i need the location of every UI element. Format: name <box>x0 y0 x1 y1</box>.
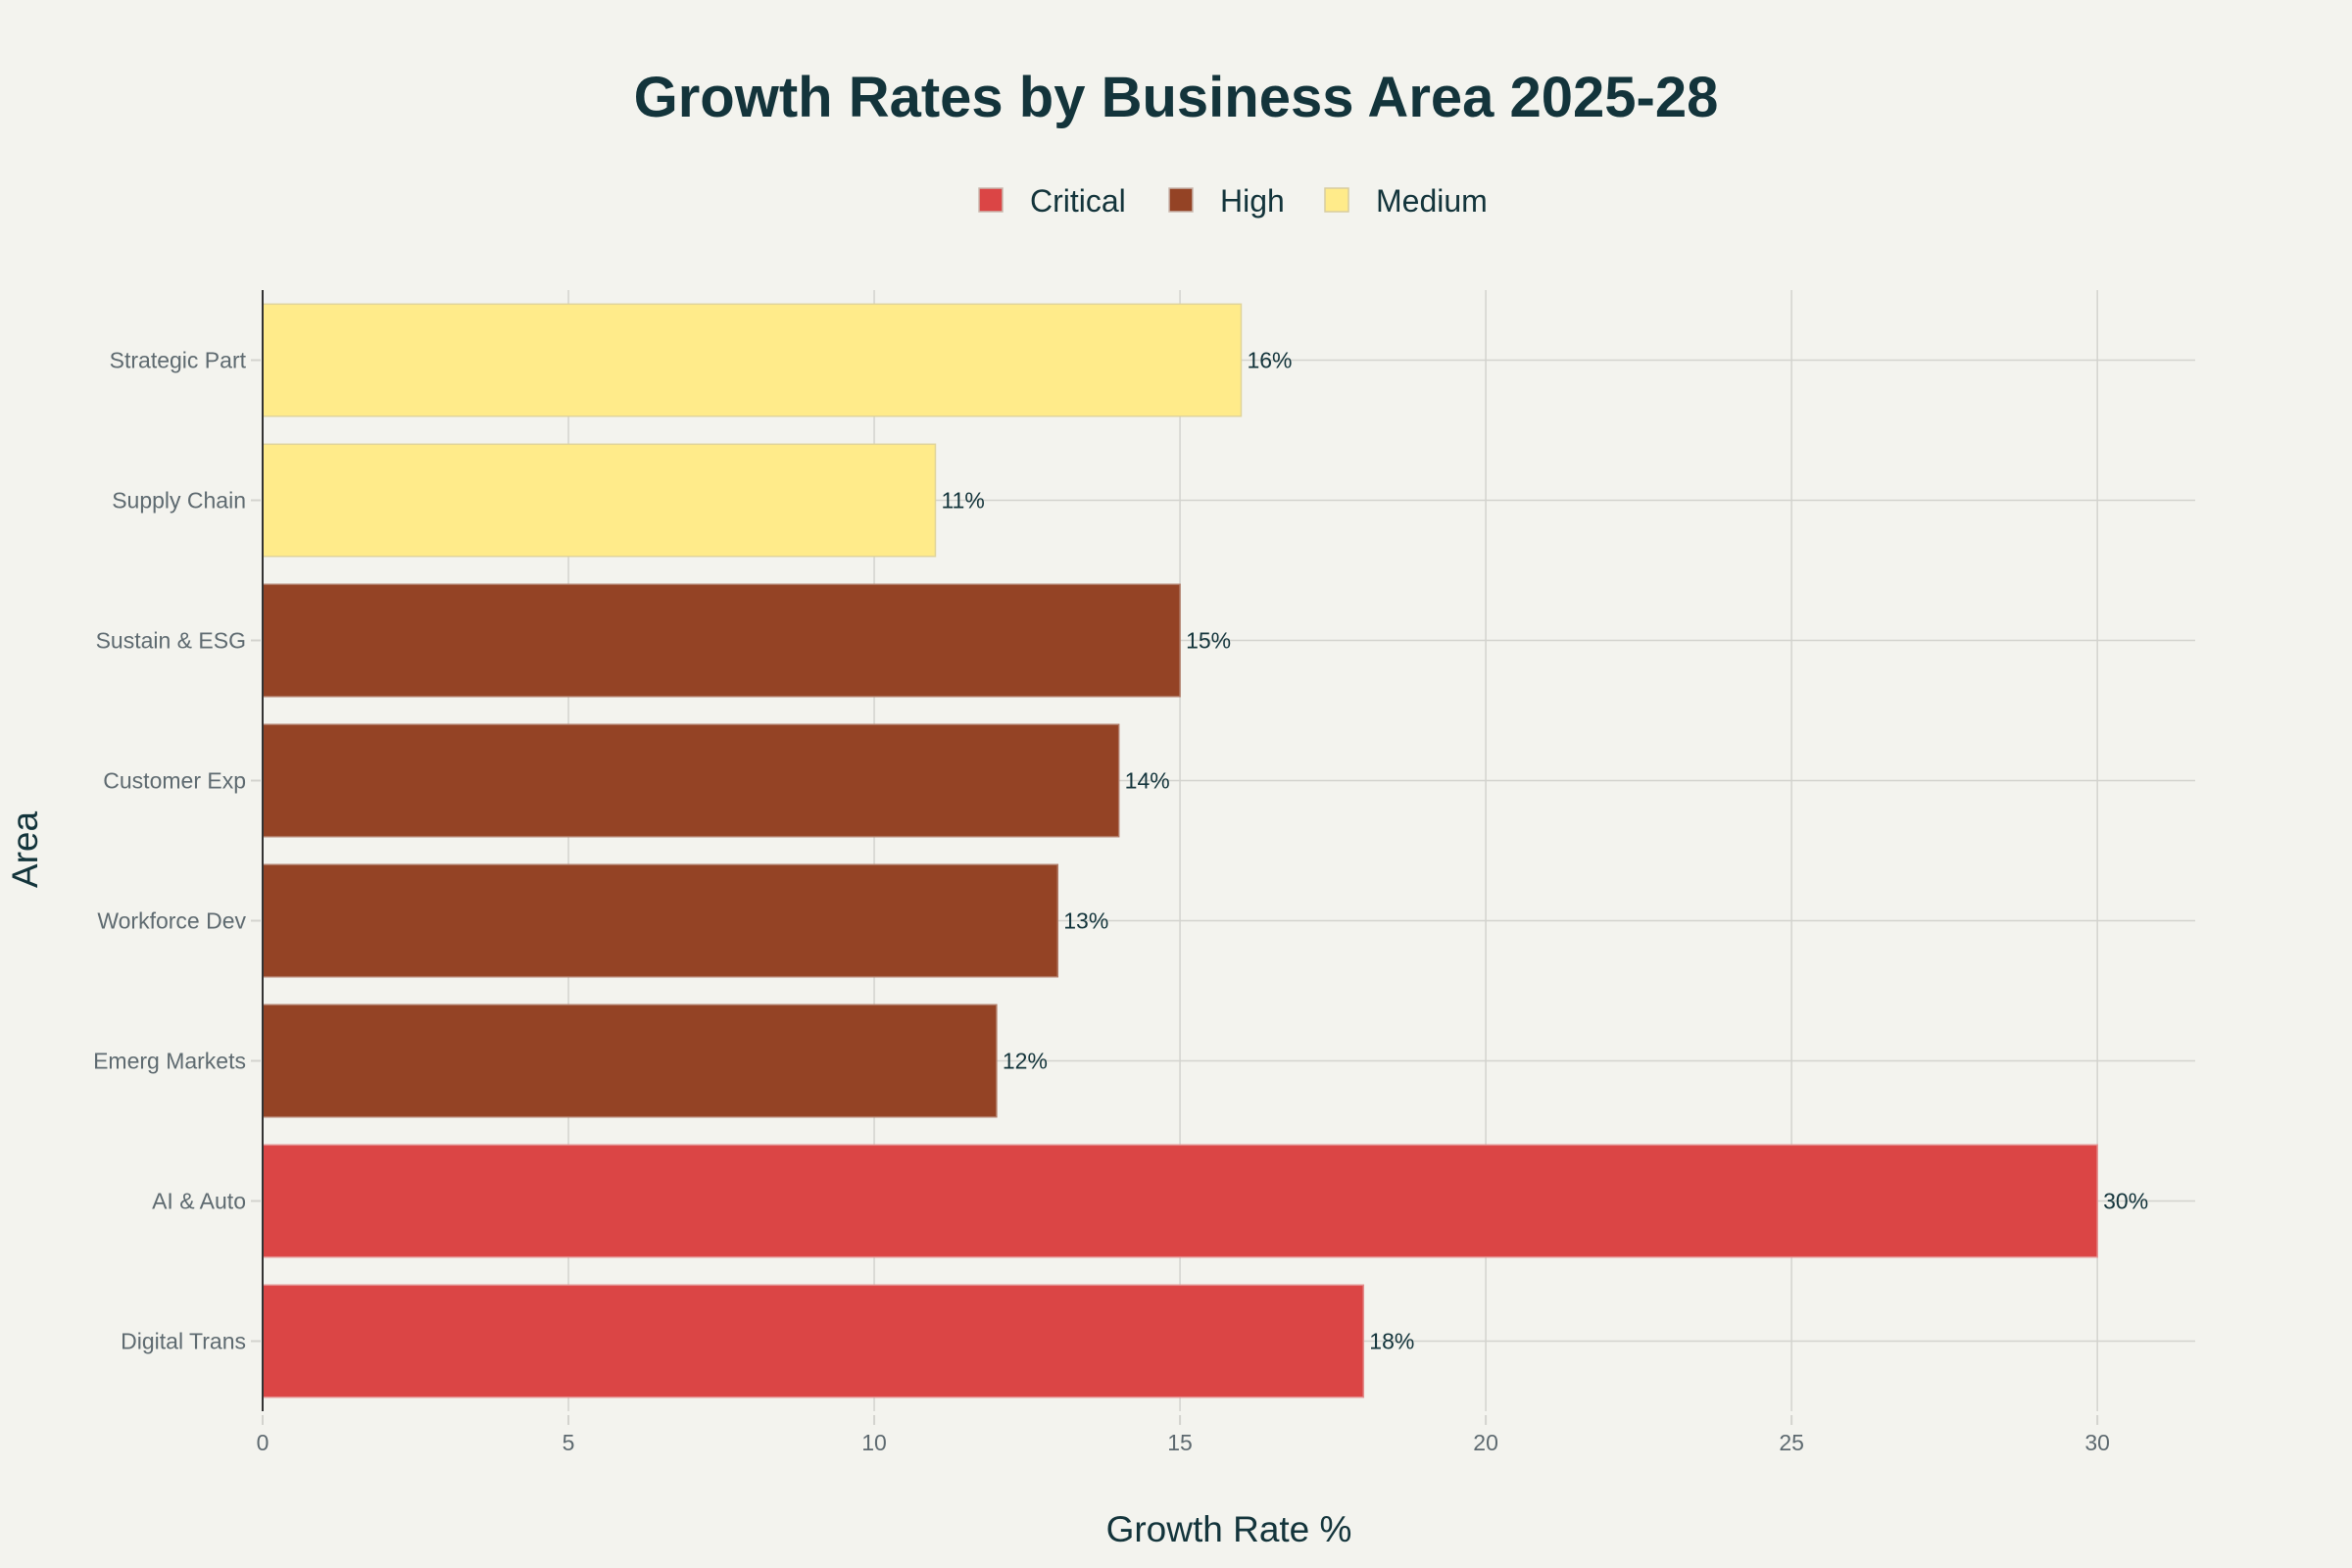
y-tick-label: Workforce Dev <box>97 908 246 934</box>
y-tick-label: Strategic Part <box>110 348 247 373</box>
y-tick-label: Customer Exp <box>103 768 246 794</box>
y-axis-title: Area <box>5 811 45 889</box>
legend-item-medium[interactable]: Medium <box>1324 183 1488 219</box>
data-label: 11% <box>941 488 984 514</box>
data-label: 12% <box>1003 1049 1048 1074</box>
y-tick-label: Emerg Markets <box>93 1049 246 1074</box>
legend-swatch <box>1324 187 1349 213</box>
bar-digital-trans[interactable] <box>262 1284 1365 1398</box>
x-tick-label: 25 <box>1779 1430 1804 1455</box>
x-tick-label: 10 <box>861 1430 887 1455</box>
x-tick-label: 15 <box>1167 1430 1193 1455</box>
x-axis-title: Growth Rate % <box>1106 1509 1352 1549</box>
legend: Critical High Medium <box>978 183 1488 219</box>
bar-supply-chain[interactable] <box>262 443 937 558</box>
x-axis: 0 5 10 15 20 25 30 <box>257 1415 2110 1455</box>
bar-sustain-esg[interactable] <box>262 583 1181 698</box>
y-tick-label: Supply Chain <box>112 488 246 514</box>
data-label: 30% <box>2103 1189 2148 1214</box>
x-tick-label: 0 <box>257 1430 270 1455</box>
bar-strategic-part[interactable] <box>262 303 1243 417</box>
data-label: 13% <box>1063 908 1108 934</box>
data-labels: 18% 30% 12% 13% 14% 15% 11% 16% <box>941 348 2148 1354</box>
bar-ai-auto[interactable] <box>262 1144 2098 1258</box>
y-tick-label: Digital Trans <box>121 1329 246 1354</box>
legend-swatch <box>1168 187 1194 213</box>
y-tick-label: Sustain & ESG <box>96 628 246 654</box>
data-label: 14% <box>1125 768 1170 794</box>
y-tick-label: AI & Auto <box>152 1189 246 1214</box>
data-label: 15% <box>1186 628 1231 654</box>
legend-swatch <box>978 187 1004 213</box>
x-tick-label: 5 <box>563 1430 575 1455</box>
chart-title: Growth Rates by Business Area 2025-28 <box>634 66 1719 129</box>
legend-item-critical[interactable]: Critical <box>978 183 1126 219</box>
bar-customer-exp[interactable] <box>262 723 1120 838</box>
x-tick-label: 30 <box>2084 1430 2110 1455</box>
data-label: 18% <box>1369 1329 1414 1354</box>
x-tick-label: 20 <box>1473 1430 1498 1455</box>
bars <box>262 303 2098 1398</box>
bar-emerg-markets[interactable] <box>262 1004 998 1118</box>
legend-label: Critical <box>1030 183 1126 219</box>
data-label: 16% <box>1247 348 1292 373</box>
legend-item-high[interactable]: High <box>1168 183 1285 219</box>
bar-workforce-dev[interactable] <box>262 863 1059 978</box>
y-axis: Digital Trans AI & Auto Emerg Markets Workf… <box>93 290 264 1411</box>
legend-label: Medium <box>1376 183 1488 219</box>
legend-label: High <box>1220 183 1285 219</box>
